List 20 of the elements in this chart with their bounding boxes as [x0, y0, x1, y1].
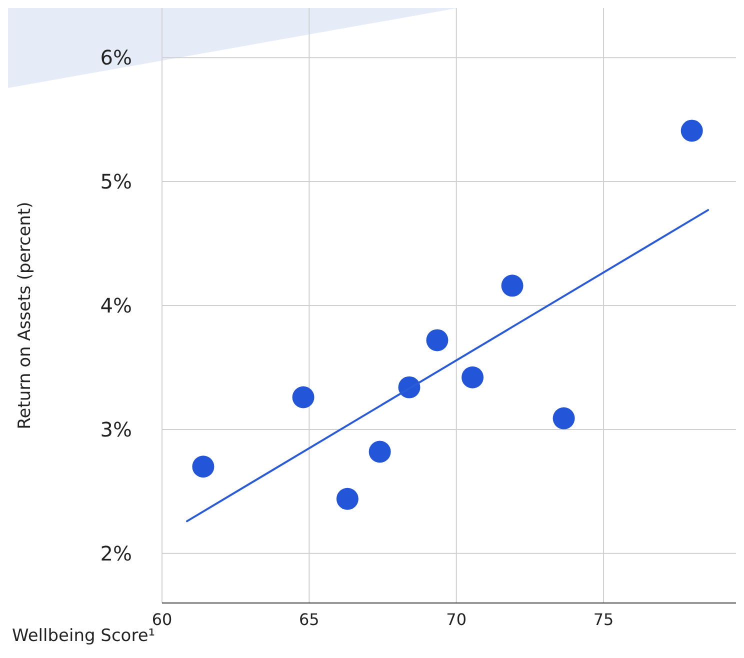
x-tick-label: 65 — [299, 610, 320, 629]
point — [680, 120, 703, 142]
y-tick-label: 4% — [100, 294, 132, 318]
x-tick-label: 70 — [446, 610, 467, 629]
point — [501, 274, 524, 297]
x-tick-label: 60 — [152, 610, 172, 629]
y-axis-title: Return on Assets (percent) — [15, 202, 35, 430]
y-tick-label: 2% — [100, 541, 132, 566]
y-tick-label: 6% — [100, 46, 132, 70]
y-tick-label: 5% — [100, 170, 132, 194]
point — [368, 440, 391, 463]
x-axis-title: Wellbeing Score¹ — [12, 626, 156, 646]
x-tick-label: 75 — [593, 610, 614, 629]
point — [462, 366, 484, 388]
point — [552, 407, 575, 430]
point — [426, 329, 448, 352]
point — [192, 456, 214, 478]
y-tick-label: 3% — [100, 417, 132, 442]
point — [292, 386, 314, 408]
point — [336, 488, 358, 510]
